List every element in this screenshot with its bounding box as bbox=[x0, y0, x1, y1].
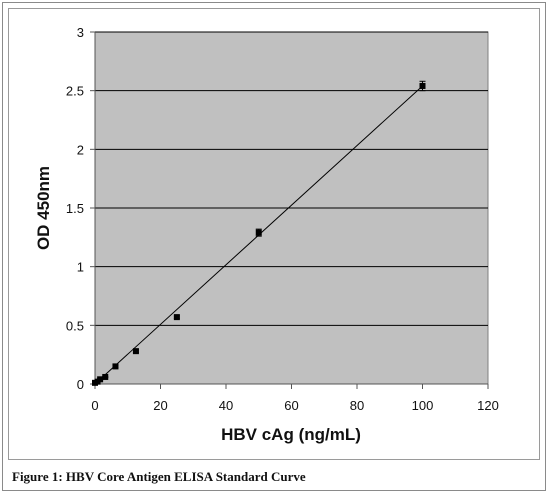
x-tick-label-1: 20 bbox=[153, 398, 167, 413]
y-tick-label-2: 1 bbox=[77, 260, 84, 275]
x-tick-label-4: 80 bbox=[350, 398, 364, 413]
x-tick-label-5: 100 bbox=[412, 398, 434, 413]
standard-curve-chart: 0 20 40 60 80 100 120 0 0.5 1 1.5 2 2.5 3 HBV cAg (n… bbox=[34, 25, 499, 444]
axes bbox=[90, 31, 489, 389]
data-point-4 bbox=[112, 363, 119, 370]
data-point-7 bbox=[255, 229, 262, 236]
figure-frame bbox=[2, 2, 546, 491]
y-tick-label-1: 0.5 bbox=[66, 318, 84, 333]
figure-caption: Figure 1: HBV Core Antigen ELISA Standar… bbox=[12, 469, 306, 484]
y-tick-label-6: 3 bbox=[77, 25, 84, 40]
data-point-8 bbox=[419, 82, 426, 89]
y-tick-label-4: 2 bbox=[77, 142, 84, 157]
x-tick-labels: 0 20 40 60 80 100 120 bbox=[91, 398, 498, 413]
data-point-2 bbox=[97, 376, 104, 383]
y-tick-label-0: 0 bbox=[77, 377, 84, 392]
x-axis-title: HBV cAg (ng/mL) bbox=[221, 425, 361, 444]
data-points bbox=[92, 80, 426, 386]
y-tick-label-3: 1.5 bbox=[66, 201, 84, 216]
y-axis-title: OD 450nm bbox=[34, 166, 53, 250]
x-tick-label-0: 0 bbox=[91, 398, 98, 413]
data-point-5 bbox=[132, 348, 139, 355]
y-tick-label-5: 2.5 bbox=[66, 84, 84, 99]
x-tick-label-6: 120 bbox=[477, 398, 499, 413]
x-tick-label-3: 60 bbox=[284, 398, 298, 413]
data-point-3 bbox=[102, 373, 109, 380]
y-tick-labels: 0 0.5 1 1.5 2 2.5 3 bbox=[66, 25, 84, 392]
data-point-6 bbox=[173, 314, 180, 321]
x-tick-label-2: 40 bbox=[219, 398, 233, 413]
